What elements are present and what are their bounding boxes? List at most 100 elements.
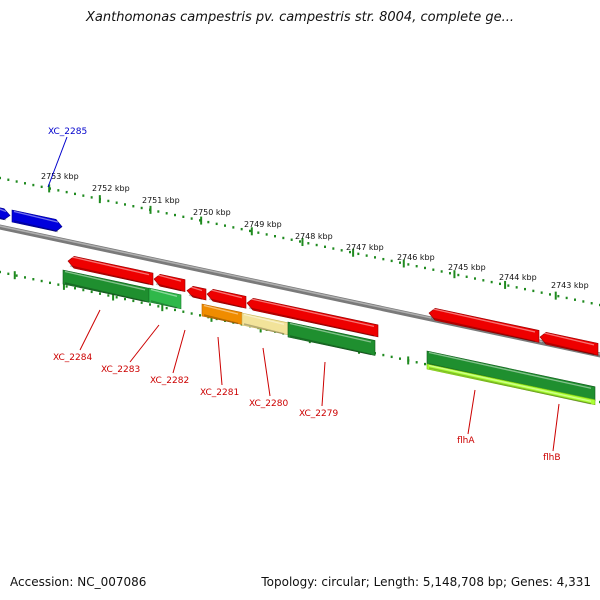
gene-XC_2283-highlight [155, 273, 182, 282]
ruler-dot [274, 235, 276, 238]
ruler-label: 2751 kbp [142, 196, 180, 205]
gene-flhA[interactable] [428, 307, 540, 343]
ruler-label: 2745 kbp [448, 263, 486, 272]
gene-XC_2283-body[interactable] [153, 273, 186, 292]
ruler-dot [140, 301, 143, 304]
gene-XC_2282[interactable] [186, 285, 207, 301]
ruler-dot [7, 178, 10, 181]
gene-label-XC_2284[interactable]: XC_2284 [53, 353, 92, 363]
ruler-dot [140, 206, 143, 210]
gene-label-XC_2280[interactable]: XC_2280 [249, 399, 288, 409]
cds-XC_2281[interactable] [201, 303, 243, 325]
gene-XC_2281-body[interactable] [206, 288, 247, 309]
ruler-dot [157, 305, 160, 308]
gene-label-flhA[interactable]: flhA [457, 436, 475, 446]
ruler-dot [532, 289, 535, 293]
ruler-dot [524, 287, 526, 291]
ruler-dot [174, 308, 176, 312]
ruler-dot [90, 290, 93, 294]
gene-flhA-highlight [430, 307, 536, 333]
gene-XC_2281-shadow [208, 298, 243, 309]
gene-label-XC_2282[interactable]: XC_2282 [150, 376, 189, 386]
ruler-dot [407, 263, 410, 266]
gene-XC_2286-highlight [0, 208, 7, 213]
leader-XC_2284 [79, 309, 101, 351]
cds-XC_2280-highlight [243, 313, 285, 325]
gene-XC_2285-highlight [13, 210, 59, 223]
gene-label-XC_2285[interactable]: XC_2285 [48, 127, 87, 137]
gene-label-XC_2279[interactable]: XC_2279 [299, 409, 338, 419]
gene-XC_2284[interactable] [67, 255, 154, 286]
ruler-dot [582, 300, 585, 303]
leader-XC_2285 [47, 136, 68, 188]
ruler-dot [57, 189, 60, 192]
ruler-dot [299, 240, 301, 243]
ruler-dot [224, 224, 226, 227]
topology-text: Topology: circular; Length: 5,148,708 bp… [261, 575, 591, 589]
ruler-dot [574, 298, 576, 301]
leader-XC_2281 [217, 336, 223, 386]
cds-XC_2279-body[interactable] [287, 321, 376, 356]
ruler-dot [374, 256, 376, 259]
gene-flhB-body[interactable] [539, 331, 599, 356]
ruler-dot [74, 192, 76, 196]
gene-label-flhB[interactable]: flhB [543, 453, 561, 463]
gene-XC_2281[interactable] [206, 288, 247, 309]
ruler-dot [399, 261, 401, 264]
gene-XC_2283[interactable] [153, 273, 186, 292]
ruler-dot [290, 238, 293, 241]
cds-XC_2283[interactable] [148, 287, 182, 310]
gene-XC_2280[interactable] [246, 297, 379, 338]
ruler-dot [65, 285, 68, 288]
cds-flhA-body[interactable] [426, 350, 596, 402]
ruler-dot [549, 293, 551, 296]
gene-XC_2284-shadow [69, 265, 150, 285]
ruler-dot [40, 279, 43, 283]
gene-XC_2285[interactable] [11, 209, 63, 233]
gene-flhB[interactable] [539, 331, 599, 356]
gene-label-XC_2283[interactable]: XC_2283 [101, 365, 140, 375]
cds-flhA[interactable] [426, 350, 596, 402]
ruler-dot [157, 210, 160, 213]
gene-track[interactable] [0, 207, 599, 406]
ruler-dot [165, 212, 168, 215]
cds-XC_2284[interactable] [62, 269, 150, 303]
ruler-dot [165, 306, 168, 310]
cds-XC_2284-body[interactable] [62, 269, 150, 303]
gene-XC_2280-body[interactable] [246, 297, 379, 338]
gene-flhB-highlight [541, 331, 595, 346]
ruler-dot [149, 303, 151, 306]
ruler-dot [382, 257, 385, 261]
ruler-dot [424, 362, 426, 366]
cds-flhA-lime[interactable] [426, 363, 596, 406]
ruler-label: 2750 kbp [193, 208, 231, 217]
ruler-dot [457, 273, 460, 277]
gene-XC_2282-body[interactable] [186, 285, 207, 301]
cds-XC_2279[interactable] [287, 321, 376, 356]
ruler-dot [199, 219, 201, 222]
gene-XC_2282-shadow [188, 294, 203, 300]
ruler-dot [190, 312, 193, 315]
ruler-dot [349, 250, 351, 254]
cds-flhA-highlight [428, 351, 592, 389]
cds-flhA-lime-body[interactable] [426, 363, 596, 406]
gene-flhA-body[interactable] [428, 307, 540, 343]
gene-label-XC_2281[interactable]: XC_2281 [200, 388, 239, 398]
gene-XC_2286[interactable] [0, 207, 11, 221]
gene-XC_2285-body[interactable] [11, 209, 63, 232]
cds-XC_2283-body[interactable] [148, 287, 182, 310]
ruler-dot [565, 296, 568, 300]
leader-XC_2279 [321, 361, 326, 407]
ruler-dot [365, 254, 368, 257]
ruler-dot [32, 183, 35, 187]
gene-XC_2286-body[interactable] [0, 207, 11, 221]
gene-labels[interactable]: XC_2285 XC_2284 XC_2283 XC_2282 XC_2281 XC_22… [48, 127, 561, 463]
ruler-dot [115, 201, 118, 204]
ruler-dot [399, 357, 401, 360]
ruler-dot [432, 268, 435, 271]
gene-XC_2283-shadow [155, 283, 182, 292]
gene-XC_2284-body[interactable] [67, 255, 154, 286]
map-title: Xanthomonas campestris pv. campestris st… [86, 10, 514, 25]
ruler-dot [32, 278, 35, 281]
